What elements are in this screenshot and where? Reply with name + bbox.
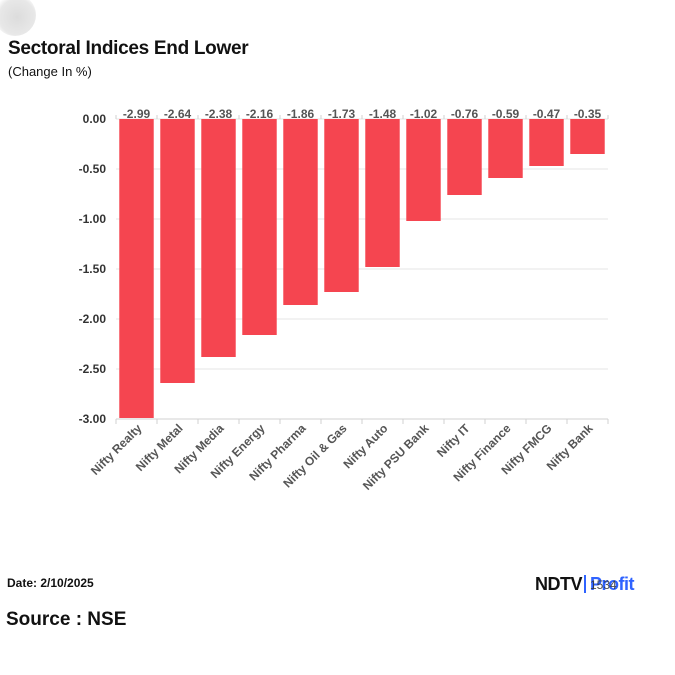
source-label: Source : NSE	[6, 609, 127, 630]
bar	[406, 119, 441, 221]
data-label: -0.47	[533, 107, 561, 121]
bar	[242, 119, 277, 335]
y-tick-label: -2.50	[79, 362, 107, 376]
y-tick-label: -1.50	[79, 262, 107, 276]
bar	[283, 119, 318, 305]
logo-divider	[584, 575, 586, 593]
data-label: -1.73	[328, 107, 356, 121]
data-label: -2.16	[246, 107, 274, 121]
data-label: -1.86	[287, 107, 315, 121]
category-label: Nifty IT	[434, 421, 473, 460]
data-label: -1.48	[369, 107, 397, 121]
bar-chart: 0.00 -0.50 -1.00 -1.50 -2.00 -2.50 -3.00 -2.99 N…	[79, 107, 609, 493]
category-label: Nifty Realty	[88, 421, 145, 478]
chart-title: Sectoral Indices End Lower	[8, 38, 249, 59]
y-tick-label: -3.00	[79, 412, 107, 426]
data-label: -2.38	[205, 107, 233, 121]
bar	[160, 119, 195, 383]
bar	[365, 119, 400, 267]
ndtv-profit-logo: NDTV Profit	[535, 574, 635, 600]
bar	[570, 119, 605, 154]
bar	[324, 119, 359, 292]
y-tick-label: -0.50	[79, 162, 107, 176]
date-label: Date: 2/10/2025	[7, 576, 94, 590]
data-label: -0.59	[492, 107, 520, 121]
data-label: -0.35	[574, 107, 602, 121]
logo-primary-text: NDTV	[535, 574, 583, 594]
bar	[119, 119, 154, 418]
y-tick-label: -1.00	[79, 212, 107, 226]
bar	[529, 119, 564, 166]
y-tick-label: -2.00	[79, 312, 107, 326]
data-label: -2.64	[164, 107, 192, 121]
y-tick-label: 0.00	[83, 112, 107, 126]
timestamp-fragment: 1534	[590, 578, 617, 592]
bar	[447, 119, 482, 195]
data-label: -2.99	[123, 107, 151, 121]
data-label: -1.02	[410, 107, 438, 121]
bar	[488, 119, 523, 178]
data-label: -0.76	[451, 107, 479, 121]
chart-subtitle: (Change In %)	[8, 64, 92, 79]
bar	[201, 119, 236, 357]
logo-secondary-text: Profit	[590, 574, 635, 594]
